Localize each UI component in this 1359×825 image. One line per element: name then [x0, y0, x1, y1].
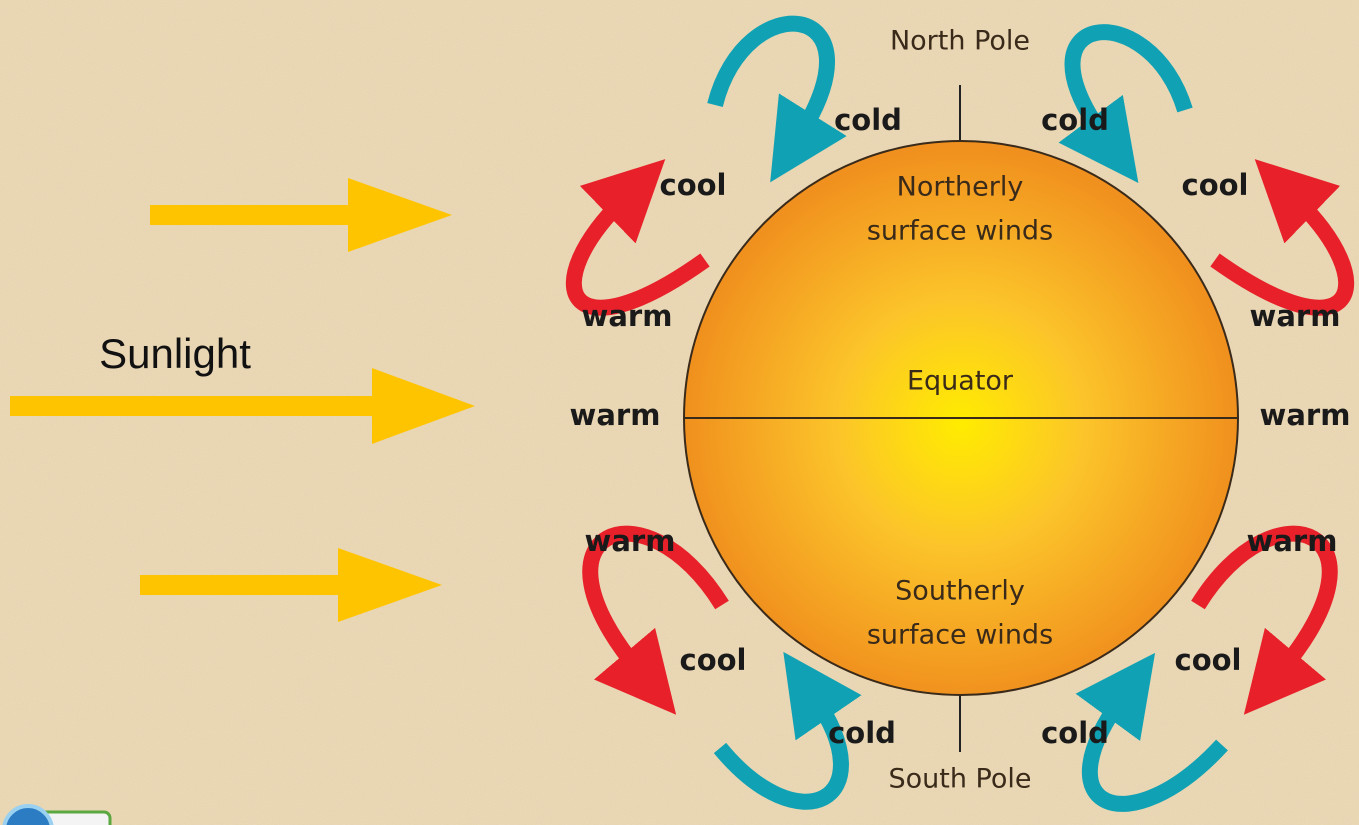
southern-winds: surface winds	[867, 620, 1053, 651]
northern-winds: surface winds	[867, 216, 1053, 247]
temp-label: warm	[1250, 299, 1341, 333]
temp-label: cool	[1175, 643, 1242, 677]
sunlight-label: Sunlight	[99, 330, 251, 377]
north-pole: North Pole	[890, 26, 1030, 57]
temp-label: warm	[582, 299, 673, 333]
equator-label: Equator	[907, 366, 1014, 397]
temp-label: cold	[828, 716, 896, 750]
temp-label: warm	[1260, 398, 1351, 432]
temp-label: cool	[680, 643, 747, 677]
temp-label: cold	[1041, 716, 1109, 750]
northern-winds: Northerly	[897, 172, 1024, 203]
temp-label: warm	[585, 524, 676, 558]
temp-label: warm	[570, 398, 661, 432]
logo	[2, 804, 112, 825]
south-pole: South Pole	[888, 764, 1031, 795]
circulation-arrows	[565, 15, 1355, 812]
sunlight-arrows	[10, 178, 475, 622]
temp-label: cool	[1182, 168, 1249, 202]
temp-label: cold	[834, 103, 902, 137]
southern-winds: Southerly	[895, 576, 1025, 607]
temp-label: warm	[1247, 524, 1338, 558]
temp-label: cool	[660, 168, 727, 202]
temp-label: cold	[1041, 103, 1109, 137]
